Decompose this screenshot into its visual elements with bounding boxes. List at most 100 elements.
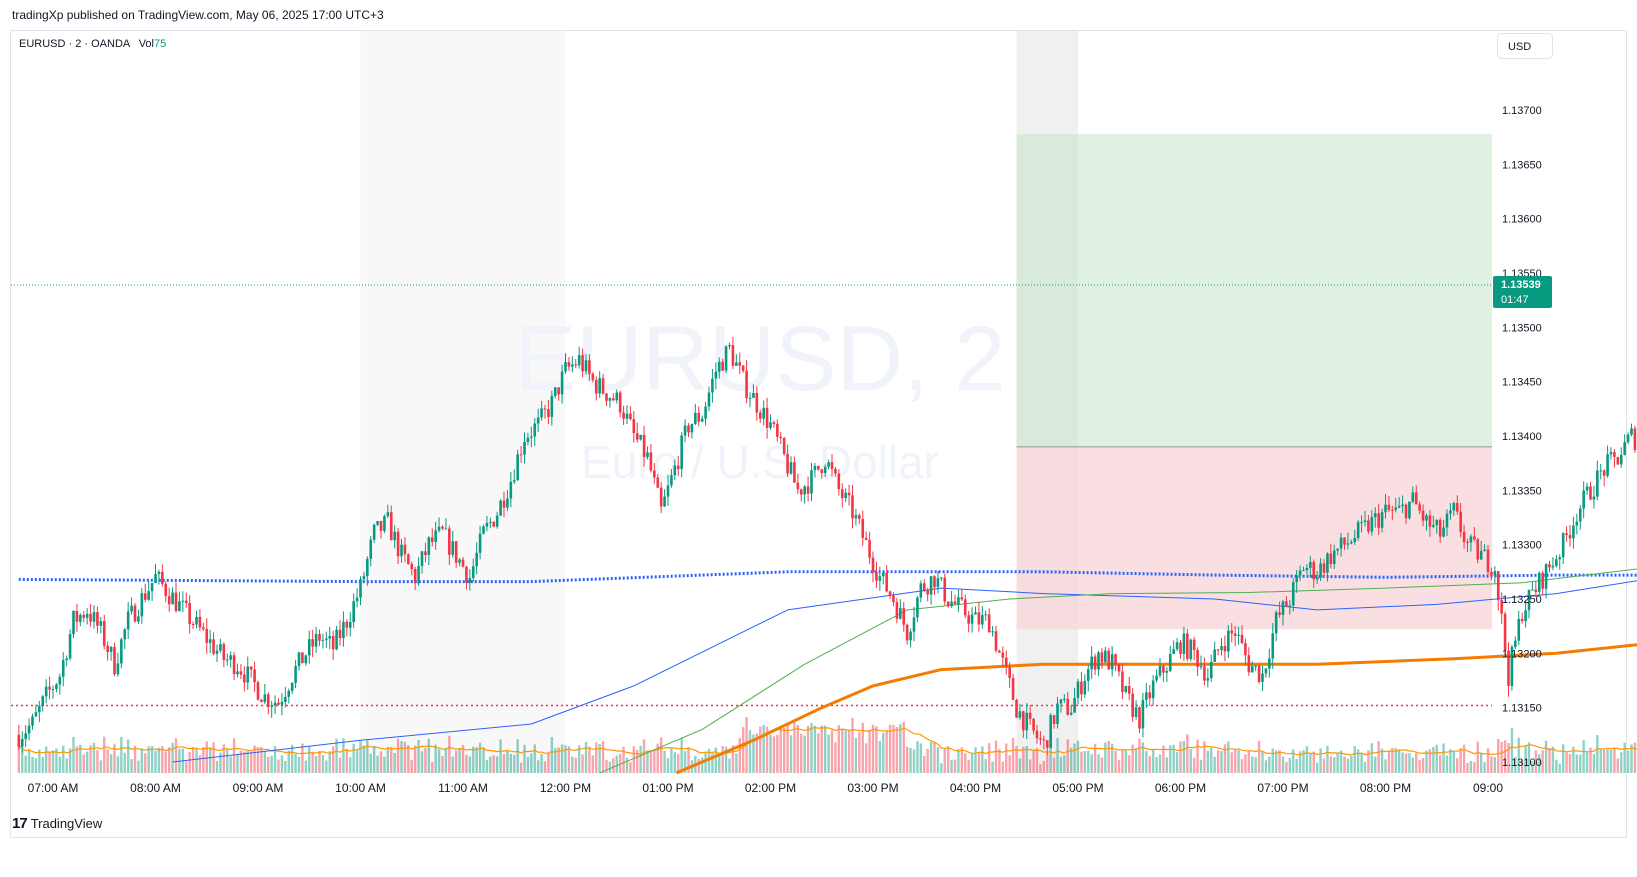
volume-bar (946, 746, 950, 773)
candle-body (417, 566, 420, 584)
candle-body (85, 613, 89, 618)
volume-bar (1295, 758, 1298, 773)
candle-body (1438, 519, 1442, 537)
candle-body (1373, 513, 1377, 518)
candle-body (881, 572, 885, 577)
candle-body (823, 466, 827, 473)
volume-bar (554, 748, 557, 773)
candle-body (1548, 564, 1551, 568)
volume-bar (219, 752, 222, 773)
candle-body (482, 526, 485, 534)
volume-bar (513, 754, 516, 773)
volume-bar (1524, 745, 1527, 773)
volume-bar (311, 751, 314, 773)
volume-bar (72, 736, 75, 773)
candle-body (1500, 600, 1503, 614)
volume-bar (612, 758, 615, 773)
candle-body (1004, 657, 1008, 667)
x-tick-label: 08:00 PM (1360, 781, 1411, 795)
candle-body (519, 454, 523, 456)
candle-body (840, 489, 844, 498)
volume-bar (171, 743, 174, 773)
volume-bar (776, 734, 779, 773)
candle-body (885, 572, 888, 592)
volume-bar (1452, 750, 1456, 773)
volume-bar (1507, 742, 1510, 773)
candle-body (711, 378, 714, 393)
volume-bar (1182, 741, 1186, 773)
volume-bar (68, 748, 72, 773)
candle-body (1377, 513, 1380, 528)
candle-body (1175, 642, 1179, 650)
candle-body (1476, 539, 1480, 560)
volume-bar (847, 730, 851, 773)
volume-bar (516, 739, 519, 773)
candle-body (352, 601, 355, 623)
candle-body (471, 566, 475, 579)
x-tick-label: 05:00 PM (1052, 781, 1103, 795)
volume-bar (577, 745, 581, 773)
candle-body (297, 652, 301, 667)
volume-bar (232, 738, 236, 773)
candle-body (154, 573, 157, 583)
candle-body (994, 631, 998, 651)
candle-body (922, 583, 926, 590)
volume-bar (598, 744, 601, 773)
volume-bar (253, 745, 256, 773)
candle-body (96, 612, 99, 626)
candle-body (786, 453, 789, 474)
volume-bar (1288, 758, 1292, 773)
volume-bar (1087, 750, 1090, 773)
candle-body (113, 647, 116, 675)
volume-bar (1527, 742, 1531, 773)
candle-body (649, 452, 653, 471)
candle-body (512, 480, 516, 482)
candle-body (1114, 654, 1117, 665)
volume-bar (1326, 745, 1329, 773)
candle-body (174, 592, 178, 612)
volume-bar (704, 751, 707, 773)
candle-body (1261, 673, 1264, 682)
candle-body (290, 682, 294, 691)
volume-bar (1128, 755, 1131, 773)
candle-body (1148, 692, 1152, 699)
volume-bar (273, 746, 277, 773)
candle-body (202, 627, 205, 629)
volume-bar (919, 743, 923, 773)
currency-button[interactable]: USD (1497, 33, 1553, 59)
footer-brand-text: TradingView (30, 816, 103, 831)
volume-bar (174, 738, 178, 773)
candle-body (1326, 553, 1329, 573)
candle-body (516, 454, 519, 481)
y-tick-label: 1.13650 (1502, 159, 1542, 171)
x-tick-label: 07:00 AM (28, 781, 79, 795)
volume-bar (800, 733, 803, 773)
candle-body (1162, 665, 1165, 673)
volume-bar (1281, 756, 1285, 773)
volume-bar (1353, 746, 1356, 773)
candle-body (779, 436, 783, 438)
volume-bar (772, 736, 776, 773)
candle-body (967, 615, 970, 624)
candle-body (782, 437, 786, 454)
candle-body (806, 486, 810, 494)
volume-bar (92, 742, 96, 773)
volume-bar (547, 752, 550, 773)
candle-body (591, 373, 595, 380)
volume-layer (17, 717, 1637, 773)
volume-bar (1476, 741, 1479, 773)
volume-bar (1579, 754, 1582, 773)
candle-body (506, 498, 509, 508)
candle-body (1302, 570, 1305, 572)
candle-body (970, 614, 974, 624)
volume-bar (1059, 756, 1063, 773)
watermark-symbol: EURUSD, 2 (515, 308, 1006, 410)
volume-bar (239, 750, 243, 773)
volume-bar (208, 747, 212, 773)
volume-bar (653, 750, 656, 773)
candle-body (342, 621, 345, 639)
volume-bar (1490, 756, 1493, 773)
volume-bar (810, 722, 813, 773)
candle-body (1558, 557, 1562, 560)
